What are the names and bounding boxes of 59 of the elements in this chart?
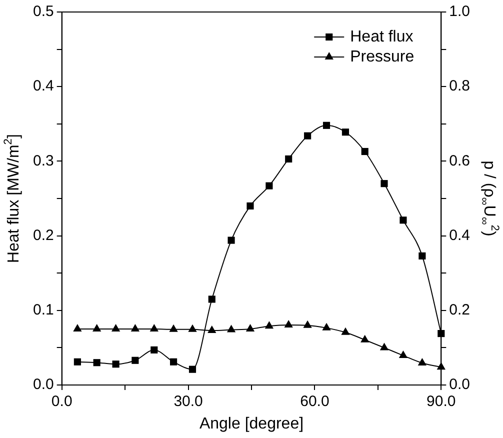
point	[208, 326, 216, 334]
y2-tick-label: 1.0	[449, 3, 470, 20]
point	[380, 180, 388, 188]
y2-tick-label: 0.2	[449, 302, 470, 319]
y2-tick-label: 0.8	[449, 78, 470, 95]
y2-axis-title: p / (ρ∞U∞2)	[478, 160, 501, 236]
point	[380, 342, 389, 350]
y2-tick-label: 0.4	[449, 226, 470, 244]
point	[73, 324, 82, 332]
point	[92, 324, 102, 332]
legend-label: Pressure	[350, 48, 414, 66]
point	[341, 327, 350, 335]
point	[246, 324, 255, 332]
point	[169, 324, 178, 332]
x-tick-label: 0.0	[51, 393, 72, 410]
point	[150, 324, 158, 332]
point	[285, 155, 292, 162]
y-tick-label: 0.3	[32, 152, 54, 170]
y2-tick-label: 0.0	[449, 376, 470, 394]
point	[418, 252, 426, 260]
point	[188, 324, 197, 332]
point	[130, 324, 140, 332]
point	[398, 350, 408, 358]
point	[74, 358, 81, 366]
y-tick-label: 0.5	[32, 3, 54, 20]
x-tick-label: 90.0	[426, 393, 456, 410]
x-tick-label: 60.0	[300, 393, 330, 410]
y-tick-label: 0.4	[32, 78, 54, 95]
point	[226, 324, 236, 332]
y-tick-label: 0.1	[32, 302, 54, 319]
point	[228, 236, 235, 244]
point	[93, 359, 100, 366]
point	[361, 148, 368, 156]
point	[303, 320, 312, 328]
point	[342, 128, 350, 136]
point	[284, 320, 293, 328]
point	[188, 366, 196, 373]
point	[111, 324, 120, 332]
point	[112, 360, 120, 368]
point	[322, 322, 331, 330]
point	[246, 202, 254, 210]
point	[208, 296, 216, 303]
point	[322, 122, 330, 129]
point	[400, 216, 407, 224]
y-tick-label: 0.0	[32, 376, 54, 394]
point	[150, 346, 158, 354]
point	[264, 321, 274, 329]
point	[132, 356, 139, 364]
legend-label: Heat flux	[350, 28, 414, 46]
point	[418, 358, 427, 366]
y2-tick-label: 0.6	[449, 152, 470, 170]
y-axis-title: Heat flux [MW/m2]	[2, 134, 22, 263]
point	[170, 358, 178, 366]
x-tick-label: 30.0	[174, 393, 203, 410]
point	[266, 182, 273, 190]
x-axis-title: Angle [degree]	[199, 415, 304, 432]
point	[304, 132, 312, 140]
y-tick-label: 0.2	[32, 226, 54, 244]
point	[360, 334, 370, 342]
